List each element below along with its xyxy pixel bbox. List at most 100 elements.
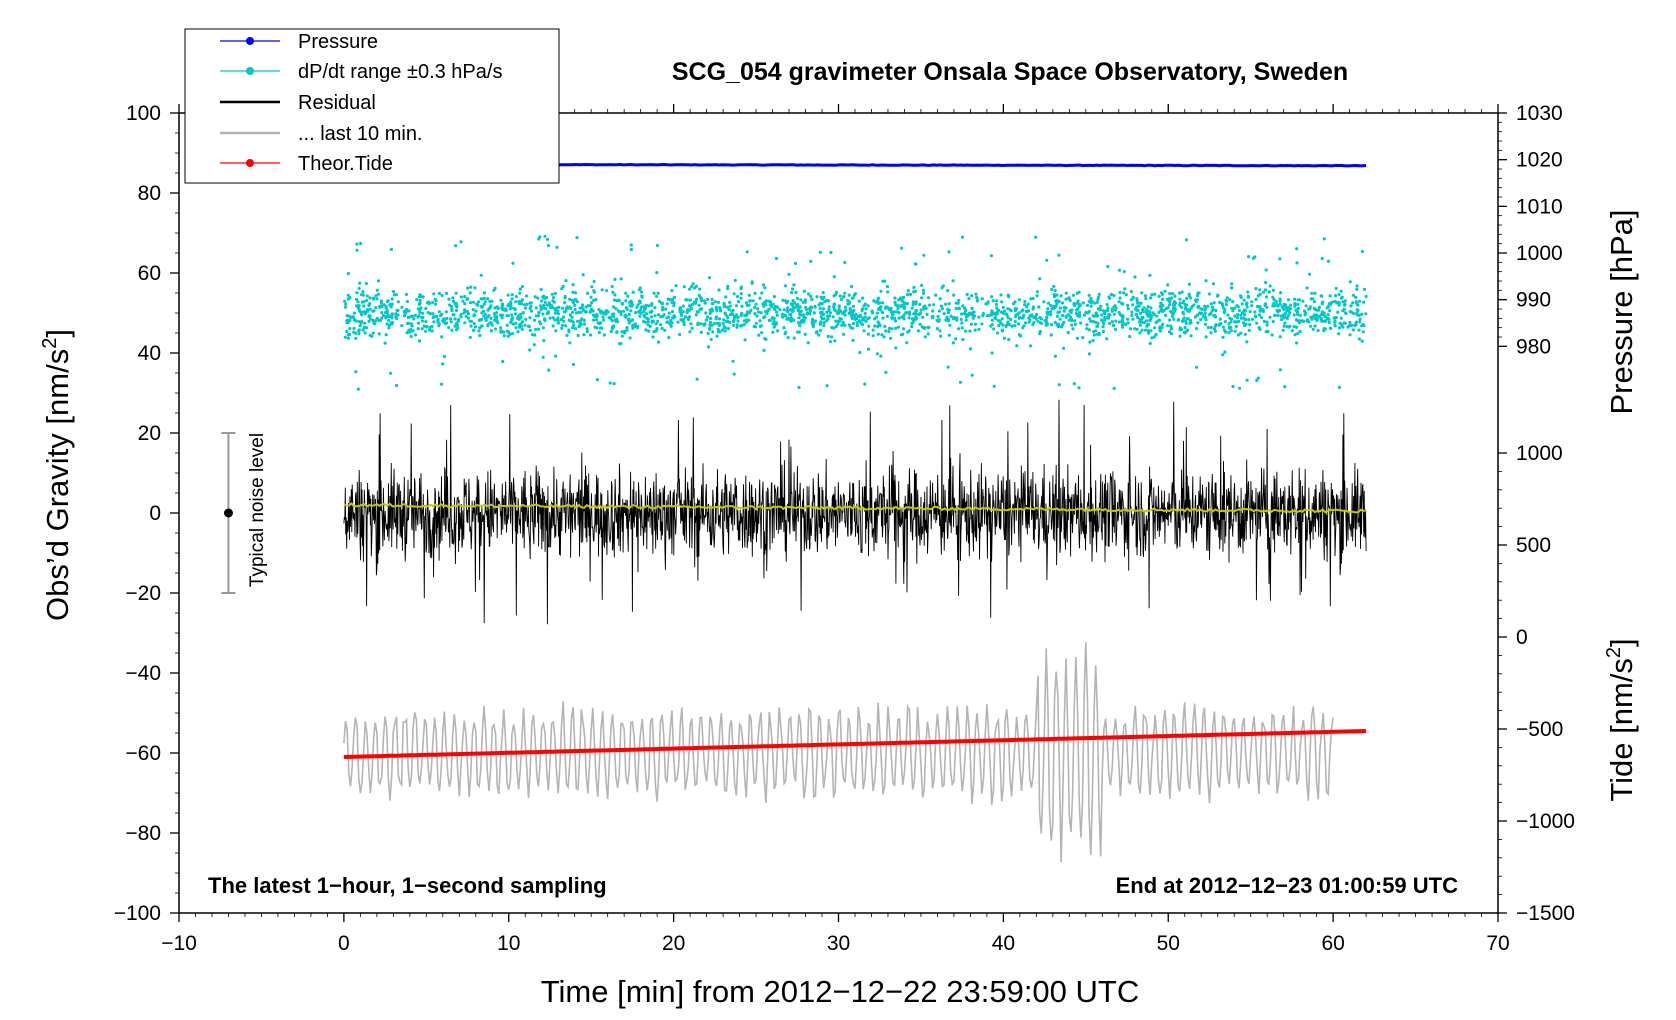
dpdt-point [541,326,546,330]
dpdt-point [451,296,455,300]
dpdt-point [902,327,906,331]
dpdt-point [1140,328,1144,332]
dpdt-point [818,310,823,315]
dpdt-point [509,300,513,304]
dpdt-point [997,308,1001,312]
tide-tick-label: 500 [1516,534,1551,557]
x-tick-label: 50 [1157,932,1180,955]
legend-item-last10: ... last 10 min. [220,123,423,145]
dpdt-point [706,331,710,335]
dpdt-point [1221,303,1225,307]
dpdt-point [708,311,712,315]
dpdt-point [445,316,449,321]
dpdt-point [503,307,507,311]
dpdt-point [1341,325,1345,329]
dpdt-point [1149,306,1153,310]
dpdt-point [711,330,715,334]
dpdt-point [560,326,564,330]
dpdt-point [900,246,904,250]
y-axis-left-title: Obs’d Gravity [nm/s2] [39,329,75,621]
dpdt-point [839,309,843,313]
dpdt-point [857,299,861,303]
dpdt-point [1339,316,1343,320]
dpdt-point [682,285,687,289]
dpdt-point [1022,324,1026,328]
dpdt-point [1088,340,1092,344]
dpdt-point [863,382,867,386]
dpdt-point [912,312,916,316]
dpdt-point [697,303,701,307]
dpdt-point [1128,327,1133,331]
y-left-tick-label: −60 [125,742,161,765]
dpdt-point [437,291,441,295]
dpdt-point [786,336,790,340]
dpdt-point [584,305,588,309]
dpdt-point [992,311,997,315]
dpdt-point [1161,297,1165,301]
dpdt-point [723,311,727,315]
x-tick-label: 40 [992,932,1015,955]
dpdt-point [1122,270,1126,274]
dpdt-point [772,295,777,299]
dpdt-point [751,299,755,303]
dpdt-point [1138,331,1142,335]
dpdt-point [1230,286,1234,290]
dpdt-point [1317,314,1321,318]
dpdt-point [624,299,628,303]
dpdt-point [554,354,558,358]
dpdt-point [376,279,381,283]
dpdt-point [1031,296,1035,301]
dpdt-point [375,288,379,292]
dpdt-point [699,296,703,300]
dpdt-point [473,325,477,329]
dpdt-point [395,383,399,388]
legend-box [184,28,560,184]
legend-label-dpdt: dP/dt range ±0.3 hPa/s [298,61,502,83]
dpdt-point [554,306,558,310]
dpdt-point [770,316,775,320]
dpdt-point [1273,313,1277,318]
dpdt-point [545,303,550,307]
dpdt-point [821,291,825,295]
dpdt-point [1303,313,1307,317]
dpdt-point [1092,330,1096,334]
dpdt-point [1355,308,1359,312]
dpdt-point [519,322,523,326]
dpdt-point [423,329,428,333]
dpdt-point [505,323,509,327]
dpdt-point [1284,311,1288,315]
dpdt-point [922,307,926,311]
dpdt-point [1109,292,1113,297]
dpdt-point [1275,302,1279,306]
dpdt-point [1160,291,1164,295]
dpdt-point [597,330,601,335]
legend-item-pressure: Pressure [220,31,378,53]
dpdt-point [537,310,541,315]
dpdt-point [668,322,672,326]
dpdt-point [1233,329,1237,333]
dpdt-point [759,324,764,328]
dpdt-point [646,323,650,327]
dpdt-point [802,289,807,293]
dpdt-point [352,318,356,322]
dpdt-point [716,300,721,304]
dpdt-point [1280,317,1284,322]
dpdt-point [883,324,887,328]
dpdt-point [1155,314,1159,318]
dpdt-point [1211,282,1216,286]
dpdt-point [657,299,662,303]
dpdt-point [487,307,491,311]
dpdt-point [892,310,896,314]
dpdt-point [744,301,749,305]
dpdt-point [642,310,646,314]
dpdt-point [1010,324,1014,328]
dpdt-point [364,281,368,286]
dpdt-point [1142,321,1146,325]
dpdt-point [1157,318,1161,322]
dpdt-point [417,339,422,343]
dpdt-point [798,324,802,328]
dpdt-point [1130,313,1134,317]
dpdt-point [524,317,528,321]
dpdt-point [517,299,521,304]
dpdt-point [534,306,538,310]
